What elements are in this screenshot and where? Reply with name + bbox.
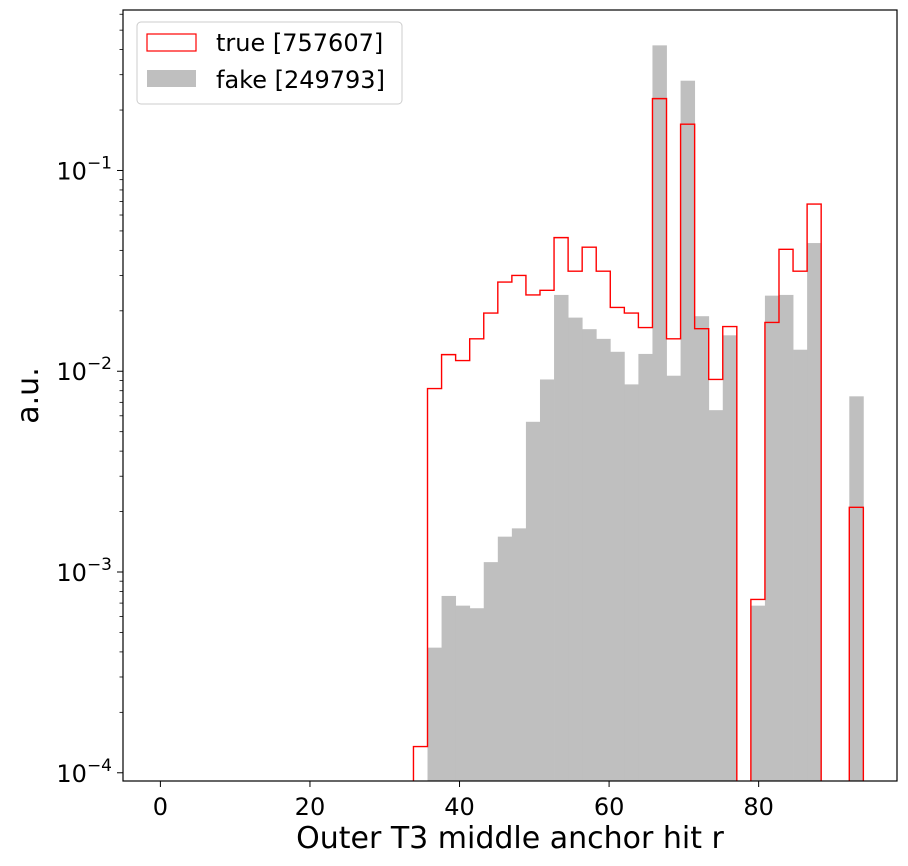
legend: true [757607] fake [249793] [136,21,403,105]
legend-swatch-fake [147,70,196,87]
fake-bar [610,351,625,781]
legend-swatch-true [146,33,197,52]
legend-label-fake: fake [249793] [216,66,385,94]
fake-bar [455,605,471,781]
fake-bar [680,80,696,781]
fake-bar [807,243,822,781]
fake-bar [427,647,442,781]
fake-bar [554,294,569,781]
y-axis-label: a.u. [11,367,46,423]
x-axis-label: Outer T3 middle anchor hit r [296,821,724,856]
fake-bar [849,396,864,781]
y-tick-label: 10−4 [56,756,112,788]
y-tick-label: 10−3 [56,555,112,587]
fake-bar [497,536,513,781]
fake-bar [596,338,611,781]
true-step-line [412,97,865,781]
x-tick-label: 40 [444,793,475,821]
fake-bar [750,605,766,781]
fake-bar [582,329,597,781]
fake-bar [764,295,780,781]
fake-bar [441,595,457,781]
plot-area [412,45,865,782]
fake-bar [793,349,808,781]
legend-label-true: true [757607] [216,29,383,57]
fake-bar [511,528,527,781]
axis-ticks: 0 20 40 60 80 10−4 10−3 10−2 10−1 [56,13,774,821]
y-tick-label: 10−1 [56,153,112,185]
fake-bar [483,562,499,781]
fake-bar [469,608,485,781]
fake-bar [638,353,653,781]
plot-frame [122,9,898,782]
x-tick-label: 80 [743,793,774,821]
fake-bar [624,384,639,781]
legend-frame [136,21,403,105]
y-tick-label: 10−2 [56,354,112,386]
fake-bar [778,294,794,781]
fake-bar [694,316,710,781]
fake-bar [708,410,724,781]
fake-bar [652,45,667,782]
x-tick-label: 20 [295,793,326,821]
x-tick-label: 60 [594,793,625,821]
x-tick-label: 0 [153,793,168,821]
fake-bar [568,317,583,781]
fake-bar [539,379,555,781]
fake-bar [722,335,738,781]
fake-bar [666,375,681,781]
fake-bar [525,421,541,781]
